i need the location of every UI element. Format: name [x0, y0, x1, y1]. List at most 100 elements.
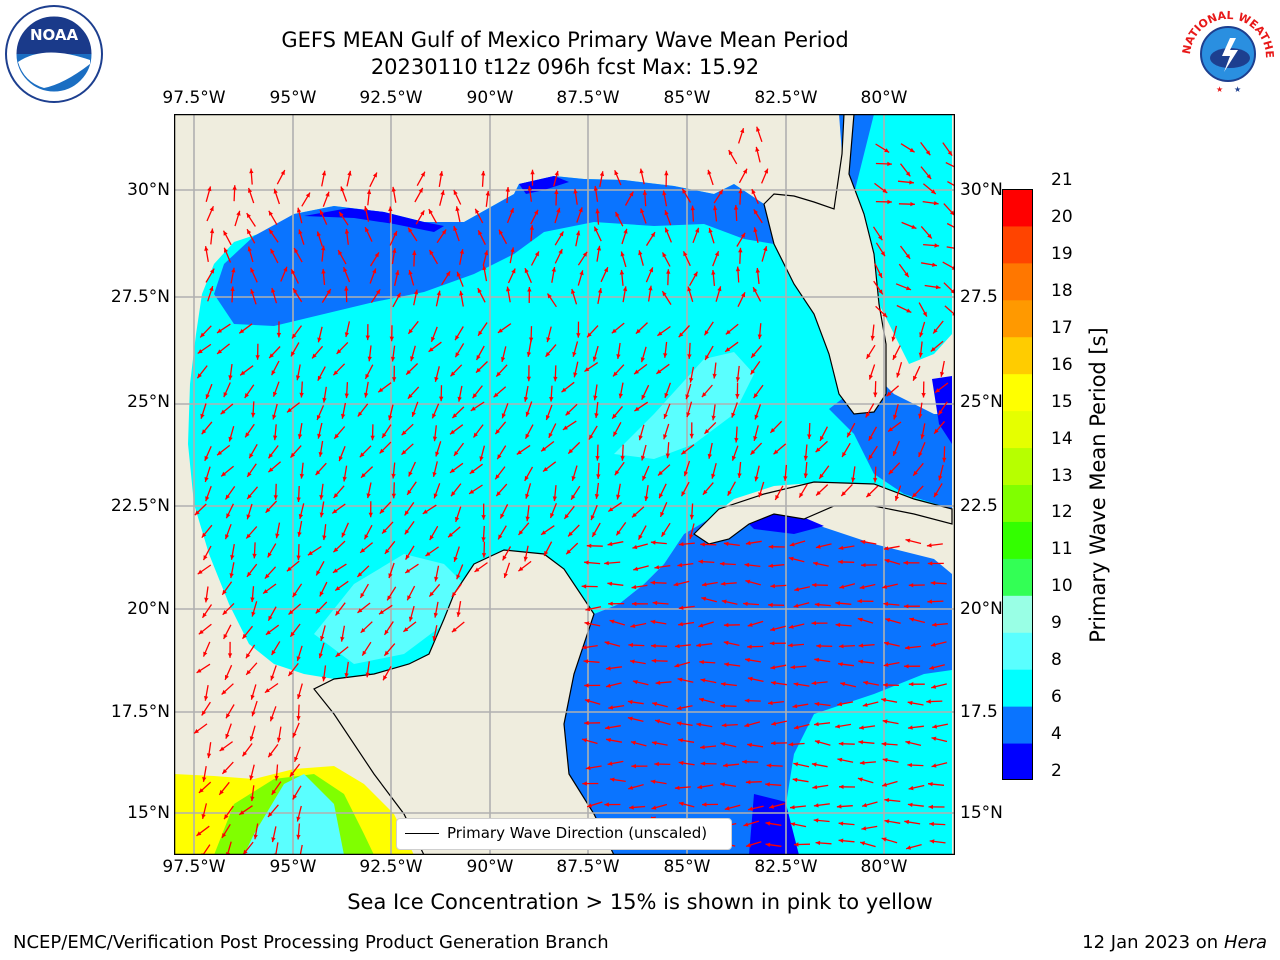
wave-arrow-head: [689, 534, 694, 539]
wave-arrow-head: [247, 472, 252, 477]
wave-arrow-head: [746, 843, 751, 848]
map-panel[interactable]: Primary Wave Direction (unscaled): [173, 113, 956, 859]
wave-arrow-head: [905, 253, 911, 259]
wave-arrow-head: [720, 742, 726, 747]
wave-arrow-head: [861, 563, 866, 568]
wave-arrow-head: [271, 370, 276, 376]
wave-arrow-head: [338, 250, 343, 256]
wave-arrow-head: [747, 676, 753, 682]
wave-arrow-head: [593, 186, 598, 191]
wave-arrow-head: [921, 393, 926, 398]
map-canvas: [173, 113, 956, 856]
wave-arrow-head: [931, 684, 937, 689]
wave-arrow-head: [502, 555, 507, 561]
wave-arrow-head: [296, 816, 301, 822]
wave-arrow-head: [501, 413, 506, 419]
wave-arrow-head: [407, 595, 412, 601]
wave-arrow-head: [677, 562, 683, 568]
wave-arrow-head: [582, 781, 587, 786]
wave-arrow-head: [858, 643, 864, 648]
wave-arrow-head: [587, 332, 592, 338]
wave-arrow-head: [368, 512, 373, 518]
wave-arrow-head: [299, 473, 305, 479]
wave-arrow-head: [927, 599, 932, 604]
colorbar-swatch: [1002, 521, 1033, 559]
wave-arrow-head: [878, 289, 883, 295]
wave-arrow-head: [526, 376, 531, 382]
wave-arrow-head: [934, 492, 939, 498]
footer-credit: NCEP/EMC/Verification Post Processing Pr…: [13, 932, 609, 953]
wave-arrow-head: [453, 226, 458, 231]
wave-arrow-head: [248, 187, 253, 193]
wave-arrow-head: [649, 267, 653, 273]
wave-arrow-head: [651, 658, 657, 663]
wave-arrow-head: [863, 680, 868, 686]
wave-arrow-head: [312, 353, 317, 359]
wave-arrow: [202, 844, 211, 855]
wave-arrow-head: [273, 188, 278, 194]
wave-arrow-head: [884, 819, 890, 824]
deep-blue-patch: [304, 208, 444, 232]
wave-arrow-head: [344, 332, 349, 337]
wave-arrow-head: [249, 775, 254, 781]
wave-arrow-head: [935, 285, 941, 290]
wave-arrow-head: [518, 530, 524, 535]
wave-arrow-head: [788, 643, 793, 648]
colorbar-swatch: [1002, 262, 1033, 301]
wave-arrow-head: [280, 170, 285, 176]
wave-arrow-head: [835, 622, 841, 628]
light-patch: [614, 352, 754, 459]
wave-arrow-head: [771, 741, 776, 746]
wave-arrow-head: [751, 352, 756, 358]
wave-arrow-head: [382, 433, 387, 438]
wave-arrow-head: [913, 470, 918, 476]
wave-arrow-head: [425, 551, 431, 556]
wave-arrow-head: [441, 229, 447, 235]
wave-arrow-head: [862, 702, 868, 707]
wave-arrow-head: [753, 287, 758, 293]
wave-arrow-head: [905, 171, 911, 177]
wave-arrow-head: [904, 272, 909, 278]
wave-arrow-head: [495, 429, 500, 435]
wave-arrow-head: [592, 531, 597, 537]
wave-arrow-head: [203, 651, 208, 657]
wave-arrow-head: [904, 819, 910, 825]
wave-arrow-head: [478, 230, 483, 236]
wave-arrow-head: [724, 806, 730, 811]
wave-arrow-head: [865, 412, 870, 418]
wave-arrow-head: [907, 700, 913, 706]
wave-arrow-head: [481, 170, 486, 176]
wave-arrow-head: [903, 560, 908, 565]
wave-arrow-head: [206, 753, 212, 759]
wave-arrow-head: [887, 199, 892, 205]
wave-arrow-head: [745, 540, 751, 546]
wave-arrow-head: [265, 630, 271, 635]
wave-arrow-head: [622, 286, 628, 292]
wave-arrow-head: [245, 432, 250, 438]
wave-arrow-head: [250, 289, 255, 294]
wave-arrow-head: [793, 682, 799, 687]
wave-arrow-head: [947, 150, 953, 156]
lon-label-top: 82.5°W: [754, 88, 818, 108]
wave-arrow-head: [523, 556, 528, 562]
wave-arrow-head: [384, 629, 389, 635]
wave-arrow-head: [223, 634, 228, 639]
wave-arrow-head: [881, 741, 887, 747]
wave-arrow-head: [247, 571, 252, 577]
wave-arrow-head: [623, 228, 628, 234]
wave-arrow-head: [391, 493, 396, 499]
wave-arrow-head: [406, 369, 411, 375]
wave-arrow-head: [654, 565, 660, 570]
legend-label: Primary Wave Direction (unscaled): [447, 824, 708, 842]
wave-arrow-head: [651, 805, 657, 810]
wave-arrow-head: [891, 336, 896, 342]
wave-arrow-head: [568, 448, 573, 454]
wave-arrow-head: [476, 355, 481, 360]
wave-arrow-head: [838, 662, 843, 667]
wave-arrow-head: [294, 756, 299, 762]
wave-arrow-head: [857, 599, 862, 604]
wave-arrow-head: [298, 229, 303, 235]
wave-arrow-head: [811, 582, 817, 588]
wave-arrow-head: [911, 224, 917, 229]
wave-arrow-head: [493, 392, 499, 398]
